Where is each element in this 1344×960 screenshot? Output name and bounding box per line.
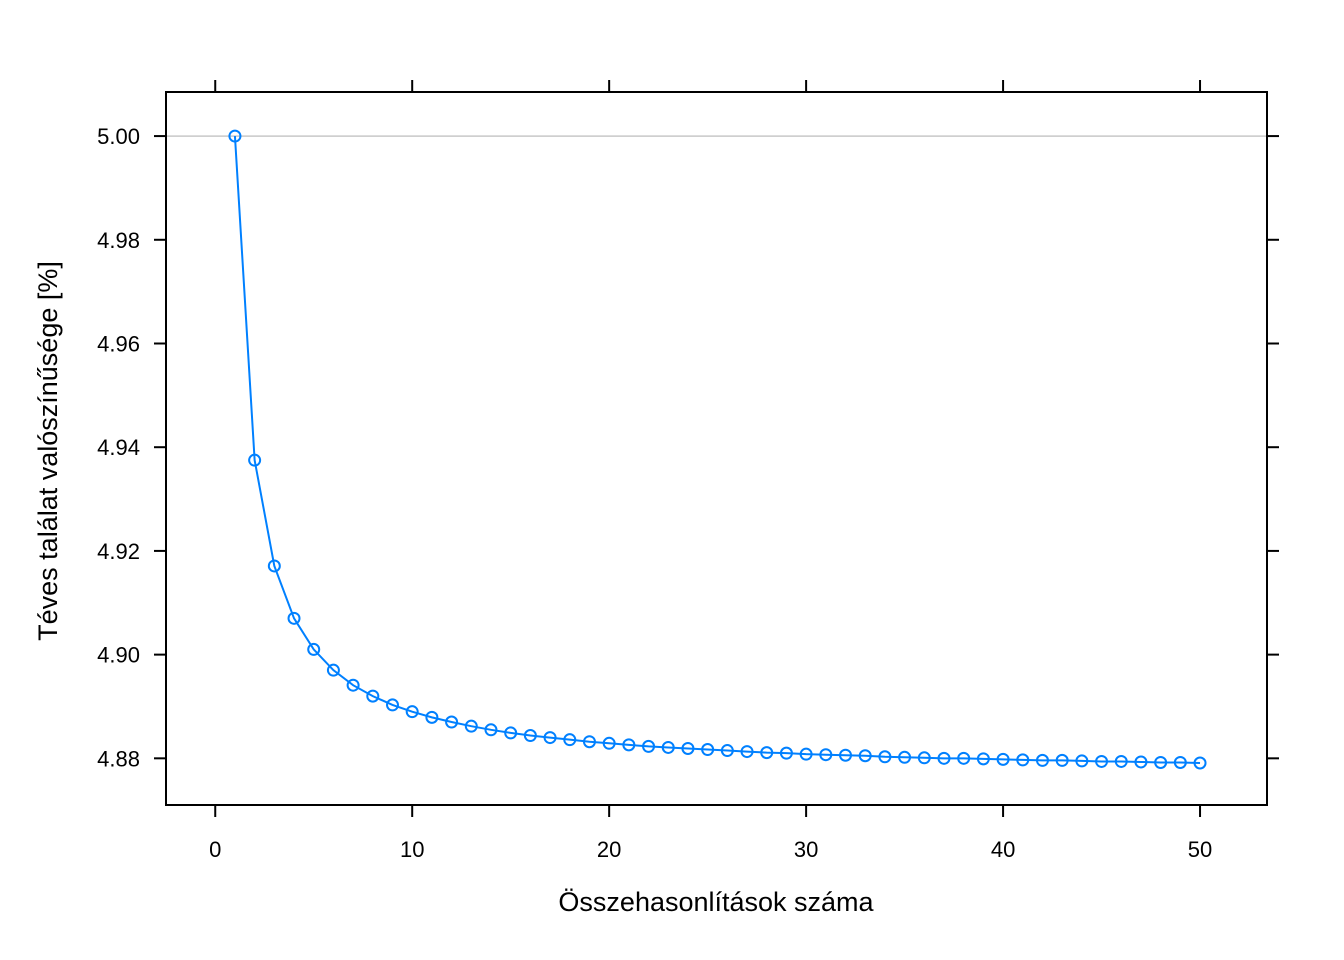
data-point — [248, 453, 262, 467]
data-point — [681, 741, 695, 755]
data-point — [326, 663, 340, 677]
y-tick-label: 5.00 — [97, 124, 140, 149]
data-point — [976, 752, 990, 766]
data-point — [1055, 753, 1069, 767]
y-tick-label: 4.88 — [97, 746, 140, 771]
data-point — [267, 559, 281, 573]
data-point — [760, 746, 774, 760]
data-point — [523, 729, 537, 743]
data-point — [1134, 755, 1148, 769]
data-point — [858, 749, 872, 763]
y-tick-label: 4.92 — [97, 539, 140, 564]
data-point — [425, 710, 439, 724]
x-tick-label: 0 — [209, 837, 221, 862]
data-point — [602, 736, 616, 750]
x-tick-label: 50 — [1188, 837, 1212, 862]
data-point — [1035, 753, 1049, 767]
data-point — [1193, 756, 1207, 770]
x-axis-label: Összehasonlítások száma — [558, 887, 874, 917]
data-point — [1154, 755, 1168, 769]
data-point — [701, 743, 715, 757]
data-point — [878, 750, 892, 764]
data-point — [228, 129, 242, 143]
data-point — [1016, 753, 1030, 767]
axis-ticks: 0 10 20 30 40 50 4.88 4.90 4.92 4.94 4.96 4.98 5.00 — [97, 80, 1279, 862]
data-point — [642, 739, 656, 753]
x-tick-label: 10 — [400, 837, 424, 862]
data-point — [307, 642, 321, 656]
data-point — [661, 740, 675, 754]
data-point — [445, 715, 459, 729]
data-point — [504, 726, 518, 740]
x-tick-label: 40 — [991, 837, 1015, 862]
data-point — [287, 611, 301, 625]
data-point — [366, 689, 380, 703]
data-point — [1095, 754, 1109, 768]
data-point — [563, 733, 577, 747]
data-point — [484, 723, 498, 737]
data-point — [1075, 754, 1089, 768]
data-point — [996, 752, 1010, 766]
data-point — [720, 744, 734, 758]
data-point — [839, 748, 853, 762]
y-tick-label: 4.98 — [97, 228, 140, 253]
y-tick-label: 4.94 — [97, 435, 140, 460]
data-point — [819, 748, 833, 762]
data-point — [917, 751, 931, 765]
data-point — [779, 746, 793, 760]
series-layer — [228, 129, 1207, 770]
data-point — [937, 751, 951, 765]
data-point — [464, 719, 478, 733]
data-point — [346, 678, 360, 692]
data-point — [405, 705, 419, 719]
data-point — [957, 751, 971, 765]
data-point — [1114, 754, 1128, 768]
data-point — [582, 735, 596, 749]
x-tick-label: 30 — [794, 837, 818, 862]
data-point — [799, 747, 813, 761]
data-point — [543, 731, 557, 745]
plot-frame — [165, 91, 1268, 806]
y-tick-label: 4.90 — [97, 643, 140, 668]
x-tick-label: 20 — [597, 837, 621, 862]
data-point — [1173, 755, 1187, 769]
data-point — [622, 738, 636, 752]
y-axis-label: Téves találat valószínűsége [%] — [33, 261, 63, 641]
data-point — [898, 750, 912, 764]
data-point — [386, 698, 400, 712]
y-tick-label: 4.96 — [97, 331, 140, 356]
data-point — [740, 745, 754, 759]
series-line — [233, 136, 1201, 764]
